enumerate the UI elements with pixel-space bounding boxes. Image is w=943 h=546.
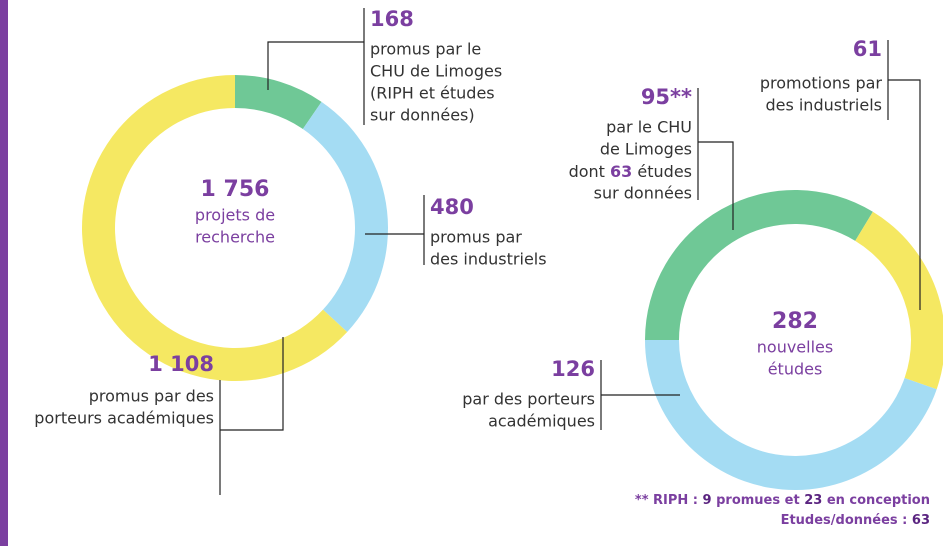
segment-description: sur données) [370,106,475,125]
side-bar [0,0,8,546]
donut-segment [645,340,937,491]
segment-description: dont 63 études [569,162,692,181]
segment-description: CHU de Limoges [370,62,502,81]
text-run: 23 [804,493,822,508]
leader-line [267,8,365,125]
text-run: 63 [912,513,930,528]
segment-description: par le CHU [606,118,692,137]
leader-line [887,40,921,310]
donut-segment [855,211,943,390]
value-label: 95** [641,85,692,109]
segment-description: porteurs académiques [34,409,214,428]
leader-line [219,337,284,495]
donut-segment [302,101,388,333]
donut-segment [81,75,348,382]
center-text: études [768,360,823,379]
segment-description: académiques [488,412,595,431]
value-label: 61 [853,37,882,61]
center-text: projets de [195,206,275,225]
leader-line [365,195,425,265]
segment-description: des industriels [430,250,547,269]
segment-description: promotions par [760,74,883,93]
footnote: Etudes/données : 63 [781,513,930,528]
segment-description: de Limoges [600,140,692,159]
segment-description: promus par le [370,40,481,59]
center-total: 282 [772,309,818,334]
footnote: ** RIPH : 9 promues et 23 en conception [635,493,930,508]
text-run: 63 [610,162,632,181]
text-run: promues et [712,493,805,508]
segment-description: des industriels [765,96,882,115]
donut-segment [235,75,322,130]
leader-line [600,360,680,430]
center-total: 1 756 [201,177,270,202]
text-run: ** RIPH : [635,493,703,508]
donut-segment [645,190,873,340]
leader-line [697,88,734,230]
text-run: 9 [703,493,712,508]
text-run: en conception [822,493,930,508]
segment-description: (RIPH et études [370,84,495,103]
text-run: dont [569,162,610,181]
segment-description: promus par des [89,387,214,406]
text-run: études [632,162,692,181]
center-text: nouvelles [757,338,833,357]
text-run: Etudes/données : [781,513,912,528]
value-label: 1 108 [148,352,214,376]
value-label: 126 [551,357,595,381]
value-label: 480 [430,195,474,219]
center-text: recherche [195,228,275,247]
value-label: 168 [370,7,414,31]
segment-description: par des porteurs [462,390,595,409]
segment-description: promus par [430,228,522,247]
segment-description: sur données [594,184,692,203]
